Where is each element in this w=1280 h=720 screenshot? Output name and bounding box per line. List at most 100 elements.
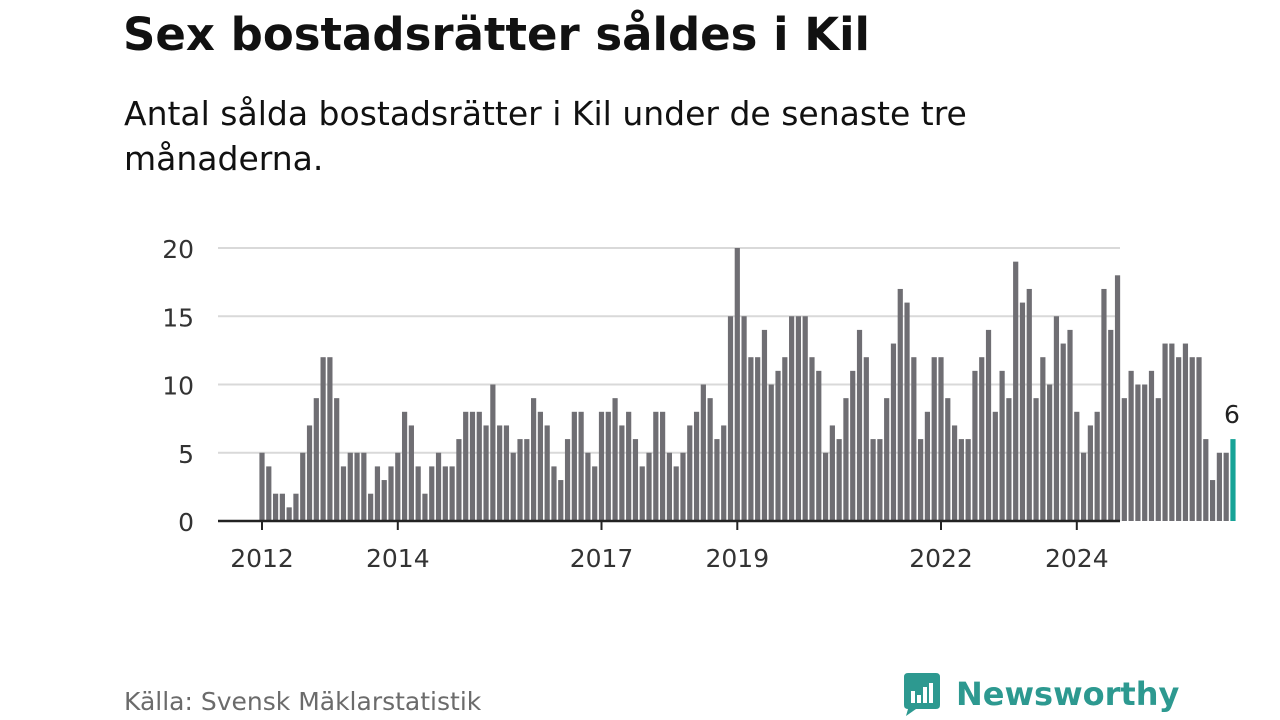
bar: [1040, 357, 1046, 521]
bar: [1189, 357, 1195, 521]
bar: [517, 439, 523, 521]
y-tick-label: 15: [162, 303, 194, 332]
bar: [748, 357, 754, 521]
x-tick-label: 2014: [366, 544, 430, 573]
bar: [1114, 275, 1121, 521]
brand-name: Newsworthy: [956, 675, 1180, 713]
bar: [734, 248, 740, 521]
bar: [945, 398, 951, 521]
bar-chart: 0 5 10 15 20 2012 2014 2017 2019 2022 2024 6: [162, 235, 1240, 573]
bar: [1169, 343, 1175, 521]
bar: [340, 466, 347, 521]
bar: [626, 411, 632, 521]
bar: [531, 398, 537, 521]
bar: [965, 439, 971, 521]
bar: [1182, 343, 1189, 521]
bar: [877, 439, 883, 521]
bar: [272, 493, 279, 521]
bar: [911, 357, 917, 521]
bar: [924, 411, 931, 521]
bar: [1074, 411, 1080, 521]
bar: [755, 357, 761, 521]
bar: [639, 466, 645, 521]
bar: [1067, 329, 1073, 521]
x-tick-label: 2024: [1045, 544, 1109, 573]
bar: [931, 357, 937, 521]
bar: [313, 398, 319, 521]
bar: [1053, 316, 1060, 521]
bar: [1019, 302, 1026, 521]
bar: [334, 398, 340, 521]
bar: [1006, 398, 1012, 521]
bar: [266, 466, 272, 521]
bar: [279, 493, 285, 521]
bar: [497, 425, 503, 521]
bar: [564, 439, 571, 521]
bar: [870, 439, 876, 521]
bar: [408, 425, 414, 521]
bar: [884, 398, 890, 521]
bar: [456, 439, 462, 521]
bar: [551, 466, 557, 521]
bar: [904, 302, 910, 521]
x-tick-label: 2019: [705, 544, 769, 573]
bar: [347, 452, 353, 521]
bar: [1223, 452, 1229, 521]
bar: [1094, 411, 1100, 521]
chart-title: Sex bostadsrätter såldes i Kil: [123, 8, 870, 61]
bar: [1080, 452, 1087, 521]
bar: [1216, 452, 1222, 521]
bar: [680, 452, 686, 521]
bar: [653, 411, 659, 521]
y-tick-label: 0: [178, 508, 194, 537]
bar: [537, 411, 543, 521]
bar: [789, 316, 795, 521]
bar: [1196, 357, 1202, 521]
bar: [422, 493, 428, 521]
bar: [707, 398, 713, 521]
newsworthy-brand: Newsworthy: [902, 671, 1179, 717]
y-tick-label: 5: [178, 440, 194, 469]
bar: [646, 452, 652, 521]
bar: [666, 452, 672, 521]
bar: [1210, 480, 1216, 521]
bar: [816, 370, 822, 521]
bar: [809, 357, 815, 521]
bar: [381, 480, 387, 521]
y-tick-label: 10: [162, 372, 194, 401]
bar: [1013, 261, 1019, 521]
bar: [693, 411, 700, 521]
x-tick-label: 2022: [909, 544, 973, 573]
bar: [442, 466, 448, 521]
newsworthy-logo-icon: [904, 673, 940, 716]
bars: [259, 248, 1236, 521]
bar: [721, 425, 727, 521]
annotations: 6: [1224, 400, 1240, 429]
bar: [836, 439, 842, 521]
bar: [795, 316, 802, 521]
bar: [985, 329, 992, 521]
bar: [999, 370, 1005, 521]
bar: [293, 493, 299, 521]
bar: [897, 288, 903, 521]
bar: [1155, 398, 1161, 521]
bar: [510, 452, 516, 521]
bar: [714, 439, 720, 521]
bar: [415, 466, 421, 521]
bar: [1047, 384, 1053, 521]
bar: [524, 439, 530, 521]
bar: [368, 493, 374, 521]
bar: [1033, 398, 1039, 521]
bar: [619, 425, 625, 521]
bar: [435, 452, 442, 521]
bar: [782, 357, 788, 521]
bar: [673, 466, 679, 521]
bar: [843, 398, 849, 521]
bar: [598, 411, 605, 521]
y-tick-label: 20: [162, 235, 194, 264]
bar: [727, 316, 734, 521]
bar: [469, 411, 476, 521]
bar: [768, 384, 774, 521]
bar: [1148, 370, 1155, 521]
bar: [558, 480, 564, 521]
